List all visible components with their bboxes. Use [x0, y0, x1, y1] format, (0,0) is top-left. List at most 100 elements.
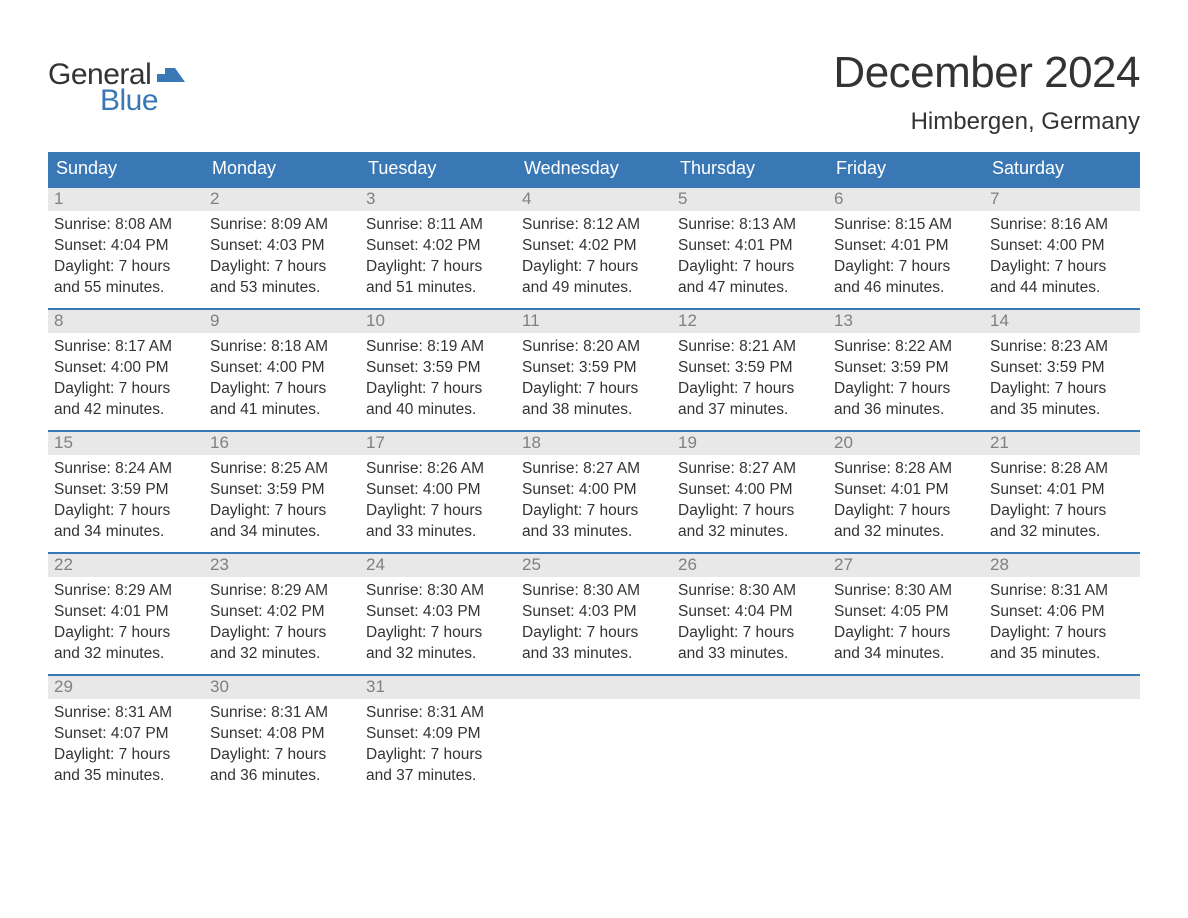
day-number: 29 [48, 676, 204, 699]
day-details: Sunrise: 8:17 AMSunset: 4:00 PMDaylight:… [48, 333, 204, 425]
day-details: Sunrise: 8:27 AMSunset: 4:00 PMDaylight:… [516, 455, 672, 547]
calendar-day-cell: 9Sunrise: 8:18 AMSunset: 4:00 PMDaylight… [204, 310, 360, 430]
calendar-day-cell [672, 676, 828, 796]
weekday-header: Thursday [672, 152, 828, 186]
calendar-day-cell: 18Sunrise: 8:27 AMSunset: 4:00 PMDayligh… [516, 432, 672, 552]
daylight-line: Daylight: 7 hours and 32 minutes. [366, 623, 510, 665]
calendar-day-cell [984, 676, 1140, 796]
daylight-line: Daylight: 7 hours and 34 minutes. [210, 501, 354, 543]
day-number: 1 [48, 188, 204, 211]
daylight-line: Daylight: 7 hours and 37 minutes. [678, 379, 822, 421]
day-details: Sunrise: 8:26 AMSunset: 4:00 PMDaylight:… [360, 455, 516, 547]
calendar-day-cell: 19Sunrise: 8:27 AMSunset: 4:00 PMDayligh… [672, 432, 828, 552]
day-number: 17 [360, 432, 516, 455]
day-number: 26 [672, 554, 828, 577]
day-number: 18 [516, 432, 672, 455]
sunrise-line: Sunrise: 8:22 AM [834, 337, 978, 358]
calendar-day-cell: 6Sunrise: 8:15 AMSunset: 4:01 PMDaylight… [828, 188, 984, 308]
sunrise-line: Sunrise: 8:29 AM [54, 581, 198, 602]
daylight-line: Daylight: 7 hours and 36 minutes. [834, 379, 978, 421]
daylight-line: Daylight: 7 hours and 47 minutes. [678, 257, 822, 299]
day-number: 20 [828, 432, 984, 455]
day-number: 2 [204, 188, 360, 211]
sunset-line: Sunset: 4:04 PM [54, 236, 198, 257]
sunrise-line: Sunrise: 8:21 AM [678, 337, 822, 358]
day-details: Sunrise: 8:28 AMSunset: 4:01 PMDaylight:… [828, 455, 984, 547]
calendar-day-cell: 17Sunrise: 8:26 AMSunset: 4:00 PMDayligh… [360, 432, 516, 552]
calendar-day-cell: 8Sunrise: 8:17 AMSunset: 4:00 PMDaylight… [48, 310, 204, 430]
calendar-page: General Blue December 2024 Himbergen, Ge… [0, 0, 1188, 836]
weekday-header: Sunday [48, 152, 204, 186]
calendar-day-cell: 25Sunrise: 8:30 AMSunset: 4:03 PMDayligh… [516, 554, 672, 674]
logo: General Blue [48, 48, 185, 118]
calendar-day-cell: 10Sunrise: 8:19 AMSunset: 3:59 PMDayligh… [360, 310, 516, 430]
sunset-line: Sunset: 3:59 PM [834, 358, 978, 379]
daylight-line: Daylight: 7 hours and 32 minutes. [990, 501, 1134, 543]
day-number: 24 [360, 554, 516, 577]
calendar-day-cell: 26Sunrise: 8:30 AMSunset: 4:04 PMDayligh… [672, 554, 828, 674]
calendar-day-cell: 27Sunrise: 8:30 AMSunset: 4:05 PMDayligh… [828, 554, 984, 674]
page-header: General Blue December 2024 Himbergen, Ge… [48, 48, 1140, 136]
sunrise-line: Sunrise: 8:18 AM [210, 337, 354, 358]
day-number: 10 [360, 310, 516, 333]
day-details: Sunrise: 8:29 AMSunset: 4:02 PMDaylight:… [204, 577, 360, 669]
day-number: 3 [360, 188, 516, 211]
day-details: Sunrise: 8:30 AMSunset: 4:04 PMDaylight:… [672, 577, 828, 669]
daylight-line: Daylight: 7 hours and 35 minutes. [990, 623, 1134, 665]
sunrise-line: Sunrise: 8:27 AM [678, 459, 822, 480]
day-number: 23 [204, 554, 360, 577]
sunrise-line: Sunrise: 8:26 AM [366, 459, 510, 480]
weeks-container: 1Sunrise: 8:08 AMSunset: 4:04 PMDaylight… [48, 186, 1140, 796]
calendar-day-cell: 11Sunrise: 8:20 AMSunset: 3:59 PMDayligh… [516, 310, 672, 430]
sunrise-line: Sunrise: 8:27 AM [522, 459, 666, 480]
day-number-empty [984, 676, 1140, 699]
day-details: Sunrise: 8:25 AMSunset: 3:59 PMDaylight:… [204, 455, 360, 547]
sunset-line: Sunset: 4:01 PM [678, 236, 822, 257]
calendar-day-cell [828, 676, 984, 796]
calendar-day-cell: 28Sunrise: 8:31 AMSunset: 4:06 PMDayligh… [984, 554, 1140, 674]
sunset-line: Sunset: 4:02 PM [210, 602, 354, 623]
sunrise-line: Sunrise: 8:31 AM [366, 703, 510, 724]
month-title: December 2024 [833, 48, 1140, 98]
sunrise-line: Sunrise: 8:30 AM [366, 581, 510, 602]
day-details: Sunrise: 8:16 AMSunset: 4:00 PMDaylight:… [984, 211, 1140, 303]
sunrise-line: Sunrise: 8:28 AM [834, 459, 978, 480]
day-number: 11 [516, 310, 672, 333]
daylight-line: Daylight: 7 hours and 46 minutes. [834, 257, 978, 299]
sunrise-line: Sunrise: 8:08 AM [54, 215, 198, 236]
day-number: 4 [516, 188, 672, 211]
calendar-day-cell: 22Sunrise: 8:29 AMSunset: 4:01 PMDayligh… [48, 554, 204, 674]
day-details: Sunrise: 8:22 AMSunset: 3:59 PMDaylight:… [828, 333, 984, 425]
calendar-day-cell: 23Sunrise: 8:29 AMSunset: 4:02 PMDayligh… [204, 554, 360, 674]
sunset-line: Sunset: 4:03 PM [210, 236, 354, 257]
calendar-week: 22Sunrise: 8:29 AMSunset: 4:01 PMDayligh… [48, 552, 1140, 674]
sunset-line: Sunset: 4:04 PM [678, 602, 822, 623]
calendar-week: 15Sunrise: 8:24 AMSunset: 3:59 PMDayligh… [48, 430, 1140, 552]
calendar-day-cell: 24Sunrise: 8:30 AMSunset: 4:03 PMDayligh… [360, 554, 516, 674]
day-details: Sunrise: 8:31 AMSunset: 4:09 PMDaylight:… [360, 699, 516, 791]
day-details: Sunrise: 8:30 AMSunset: 4:05 PMDaylight:… [828, 577, 984, 669]
sunset-line: Sunset: 4:01 PM [834, 236, 978, 257]
calendar-day-cell: 12Sunrise: 8:21 AMSunset: 3:59 PMDayligh… [672, 310, 828, 430]
day-number: 7 [984, 188, 1140, 211]
sunset-line: Sunset: 3:59 PM [54, 480, 198, 501]
sunrise-line: Sunrise: 8:12 AM [522, 215, 666, 236]
day-number: 13 [828, 310, 984, 333]
daylight-line: Daylight: 7 hours and 35 minutes. [54, 745, 198, 787]
daylight-line: Daylight: 7 hours and 44 minutes. [990, 257, 1134, 299]
weekday-header-row: Sunday Monday Tuesday Wednesday Thursday… [48, 152, 1140, 186]
sunrise-line: Sunrise: 8:31 AM [990, 581, 1134, 602]
sunset-line: Sunset: 3:59 PM [522, 358, 666, 379]
sunset-line: Sunset: 4:00 PM [990, 236, 1134, 257]
calendar-day-cell: 16Sunrise: 8:25 AMSunset: 3:59 PMDayligh… [204, 432, 360, 552]
day-details: Sunrise: 8:13 AMSunset: 4:01 PMDaylight:… [672, 211, 828, 303]
day-details: Sunrise: 8:18 AMSunset: 4:00 PMDaylight:… [204, 333, 360, 425]
daylight-line: Daylight: 7 hours and 32 minutes. [678, 501, 822, 543]
sunset-line: Sunset: 3:59 PM [990, 358, 1134, 379]
calendar-day-cell: 20Sunrise: 8:28 AMSunset: 4:01 PMDayligh… [828, 432, 984, 552]
sunrise-line: Sunrise: 8:30 AM [678, 581, 822, 602]
weekday-header: Saturday [984, 152, 1140, 186]
day-details: Sunrise: 8:23 AMSunset: 3:59 PMDaylight:… [984, 333, 1140, 425]
sunrise-line: Sunrise: 8:15 AM [834, 215, 978, 236]
day-details: Sunrise: 8:19 AMSunset: 3:59 PMDaylight:… [360, 333, 516, 425]
